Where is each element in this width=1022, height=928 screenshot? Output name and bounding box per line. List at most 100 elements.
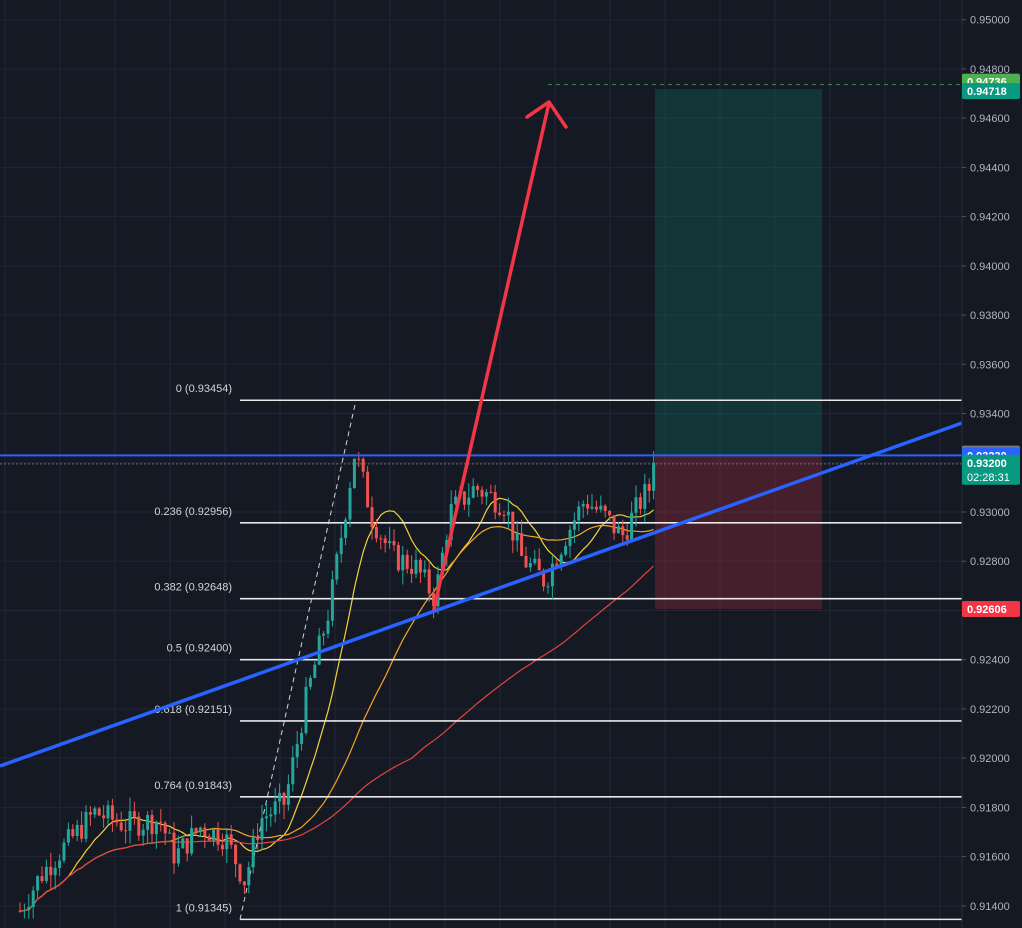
candle-down	[115, 819, 119, 823]
profit-zone	[655, 89, 822, 456]
candle-down	[418, 559, 422, 573]
candle-up	[335, 554, 339, 580]
candle-down	[119, 822, 123, 831]
candle-up	[247, 867, 251, 886]
candle-up	[181, 838, 185, 849]
candle-down	[18, 910, 22, 912]
candles	[18, 451, 656, 919]
candle-down	[132, 811, 136, 817]
candle-up	[344, 519, 348, 538]
price-badge-label: 0.93200	[967, 458, 1007, 470]
candle-down	[282, 792, 286, 805]
candle-down	[383, 538, 387, 544]
candle-down	[207, 836, 211, 841]
candle-up	[269, 814, 273, 817]
price-axis-tick-label: 0.93000	[970, 507, 1010, 519]
candle-down	[80, 824, 84, 839]
price-axis-tick-label: 0.93800	[970, 310, 1010, 322]
candle-down	[97, 808, 101, 816]
candle-down	[603, 505, 607, 511]
price-axis-tick-label: 0.92400	[970, 655, 1010, 667]
candle-up	[128, 811, 132, 831]
candle-down	[493, 492, 497, 513]
candle-up	[401, 554, 405, 571]
candle-down	[625, 535, 629, 540]
candle-down	[542, 570, 546, 587]
candle-up	[146, 815, 150, 830]
candle-down	[621, 526, 625, 536]
fib-level-label: 0 (0.93454)	[176, 383, 232, 395]
price-axis-tick-label: 0.92200	[970, 704, 1010, 716]
candle-up	[352, 458, 356, 488]
candle-up	[295, 743, 299, 758]
candle-up	[546, 586, 550, 588]
candle-down	[405, 554, 409, 569]
candle-down	[229, 834, 233, 845]
candle-down	[612, 515, 616, 534]
candle-up	[414, 559, 418, 574]
candle-up	[84, 812, 88, 839]
candle-up	[106, 805, 110, 819]
candle-down	[71, 829, 75, 837]
candle-up	[577, 506, 581, 521]
candle-down	[647, 484, 651, 491]
candle-up	[58, 860, 62, 868]
candle-down	[172, 832, 176, 864]
candle-up	[31, 890, 35, 908]
candle-up	[304, 686, 308, 733]
loss-zone	[655, 455, 822, 609]
candle-down	[137, 816, 141, 836]
candle-up	[454, 496, 458, 504]
candle-up	[322, 633, 326, 636]
candle-down	[102, 815, 106, 819]
moving-average-slow	[19, 565, 655, 912]
price-axis-tick-label: 0.93400	[970, 409, 1010, 421]
price-axis-tick-label: 0.91400	[970, 901, 1010, 913]
candle-down	[480, 489, 484, 497]
candle-up	[449, 503, 453, 541]
candle-up	[634, 497, 638, 513]
candle-up	[278, 792, 282, 802]
candle-up	[568, 529, 572, 546]
candle-down	[502, 514, 506, 516]
fib-level-label: 0.618 (0.92151)	[154, 704, 232, 716]
candle-down	[537, 558, 541, 571]
candle-up	[630, 512, 634, 540]
candle-up	[467, 497, 471, 505]
candle-up	[599, 505, 603, 510]
candle-up	[291, 757, 295, 785]
fib-level-label: 0.382 (0.92648)	[154, 582, 232, 594]
price-badge	[962, 454, 1020, 485]
price-axis-tick-label: 0.91800	[970, 802, 1010, 814]
projection-arrow-head	[525, 100, 568, 129]
candle-up	[317, 635, 321, 665]
candle-up	[212, 829, 216, 841]
candle-down	[256, 836, 260, 840]
fib-level-label: 0.5 (0.92400)	[167, 643, 232, 655]
candle-down	[242, 881, 246, 886]
candle-up	[471, 486, 475, 498]
price-badge-label: 0.92606	[967, 604, 1007, 616]
candle-down	[40, 876, 44, 882]
price-axis[interactable]: 0.95000 0.94800 0.94600 0.94400 0.94200 0.940…	[961, 0, 1022, 928]
candle-down	[555, 563, 559, 566]
candle-up	[528, 563, 532, 568]
price-badge	[962, 600, 1020, 617]
fibonacci-retracement[interactable]: 0 (0.93454) 0.236 (0.92956) 0.382 (0.92648…	[154, 383, 962, 921]
candle-up	[308, 677, 312, 687]
candle-down	[379, 538, 383, 540]
candle-down	[49, 866, 53, 876]
long-position-tool[interactable]	[548, 84, 962, 609]
candle-up	[533, 558, 537, 564]
drawings[interactable]	[0, 100, 963, 768]
candle-up	[176, 848, 180, 864]
candle-up	[66, 829, 70, 843]
candle-up	[168, 832, 172, 834]
candle-up	[388, 541, 392, 544]
candle-down	[594, 506, 598, 510]
candle-up	[225, 834, 229, 850]
candle-down	[374, 527, 378, 539]
candle-down	[238, 864, 242, 882]
candle-down	[159, 821, 163, 823]
